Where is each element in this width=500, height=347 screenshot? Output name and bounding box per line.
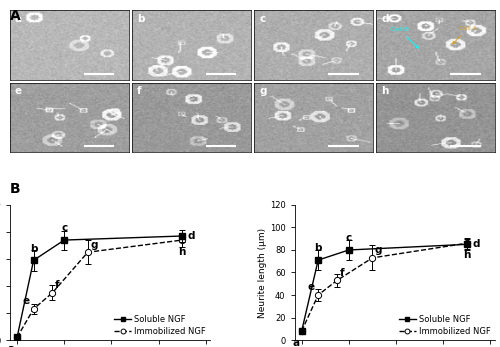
Text: c: c <box>346 233 352 243</box>
Text: f: f <box>137 86 141 96</box>
Text: a: a <box>8 344 14 347</box>
Text: f: f <box>55 280 60 290</box>
Text: h: h <box>463 250 470 260</box>
Text: a: a <box>14 14 22 24</box>
Text: e: e <box>308 282 314 292</box>
Text: a: a <box>292 338 300 347</box>
Legend: Soluble NGF, Immobilized NGF: Soluble NGF, Immobilized NGF <box>114 315 206 336</box>
Y-axis label: Neurite length (μm): Neurite length (μm) <box>258 227 267 318</box>
Text: g: g <box>90 239 98 249</box>
Text: b: b <box>30 244 38 254</box>
Text: e: e <box>22 296 30 306</box>
Text: A: A <box>10 9 21 23</box>
Text: h: h <box>381 86 388 96</box>
Text: b: b <box>314 243 322 253</box>
Text: g: g <box>259 86 266 96</box>
Text: d: d <box>472 239 480 249</box>
Text: c: c <box>259 14 266 24</box>
Text: e: e <box>14 86 22 96</box>
Text: Cell A: Cell A <box>452 26 477 44</box>
Legend: Soluble NGF, Immobilized NGF: Soluble NGF, Immobilized NGF <box>399 315 491 336</box>
Text: c: c <box>61 223 68 233</box>
Text: Cell B: Cell B <box>390 27 418 48</box>
Text: h: h <box>178 247 186 257</box>
Text: d: d <box>381 14 388 24</box>
Text: g: g <box>375 245 382 255</box>
Text: B: B <box>10 182 20 196</box>
Text: f: f <box>340 268 344 278</box>
Text: d: d <box>188 231 196 241</box>
Text: b: b <box>137 14 144 24</box>
